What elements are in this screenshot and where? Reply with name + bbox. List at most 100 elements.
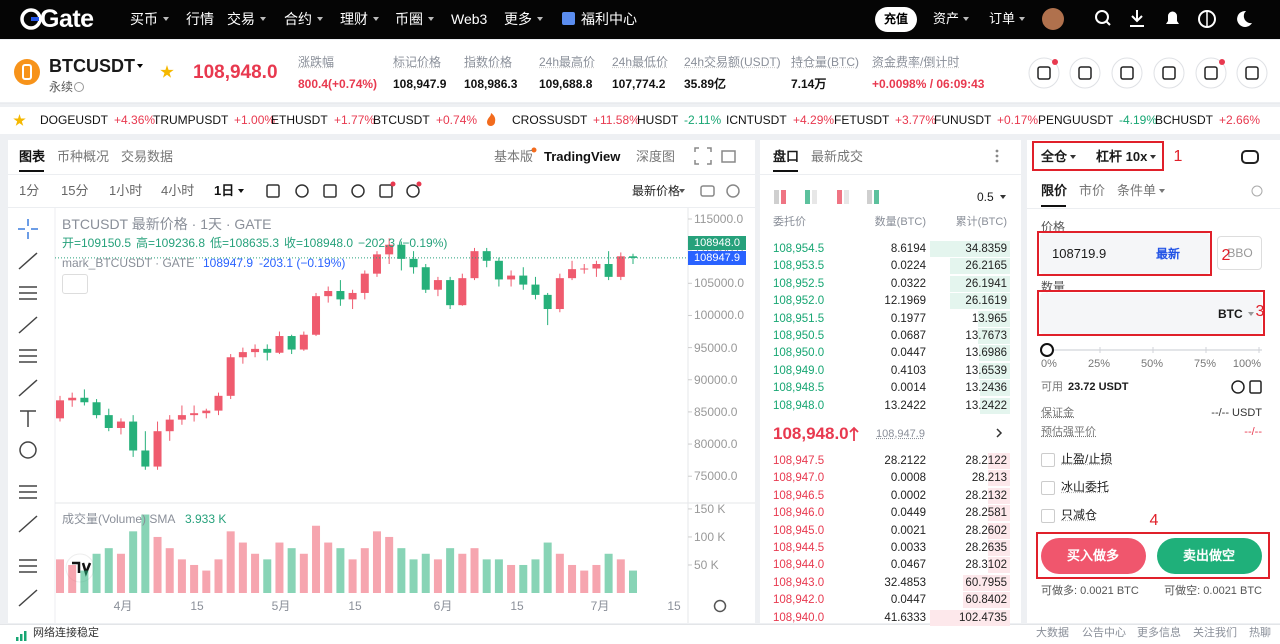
ob-price[interactable]: 108,940.0 bbox=[773, 611, 825, 624]
ob-total: 28.213 bbox=[971, 472, 1007, 485]
candle-body bbox=[165, 419, 174, 432]
marquee-symbol[interactable]: ICNTUSDT bbox=[726, 113, 787, 127]
bbo-btn[interactable] bbox=[1217, 236, 1262, 270]
candle-body bbox=[555, 278, 564, 310]
ob-step[interactable]: 0.5 bbox=[977, 190, 994, 204]
marquee-symbol[interactable]: DOGEUSDT bbox=[40, 113, 109, 127]
chart-tab[interactable]: 交易数据 bbox=[121, 149, 174, 164]
nav-item[interactable]: 福利中心 bbox=[581, 11, 637, 27]
ob-price[interactable]: 108,945.0 bbox=[773, 524, 825, 537]
checkbox[interactable] bbox=[1041, 509, 1055, 523]
collapse-btn[interactable] bbox=[62, 274, 88, 294]
footer-link[interactable]: 更多信息 bbox=[1137, 627, 1181, 639]
interval[interactable]: 1日 bbox=[214, 183, 235, 198]
checkbox[interactable] bbox=[1041, 481, 1055, 495]
nav-item[interactable]: 买币 bbox=[130, 11, 158, 27]
symbol[interactable]: BTCUSDT bbox=[49, 56, 135, 76]
sell-btn[interactable] bbox=[1157, 538, 1262, 574]
ob-price[interactable]: 108,949.0 bbox=[773, 364, 825, 377]
orders[interactable]: 订单 bbox=[989, 11, 1016, 26]
checkbox[interactable] bbox=[1041, 453, 1055, 467]
ob-price[interactable]: 108,944.5 bbox=[773, 542, 825, 554]
footer-link[interactable]: 热聊 bbox=[1249, 627, 1271, 639]
ob-price[interactable]: 108,948.5 bbox=[773, 382, 825, 395]
interval[interactable]: 4小时 bbox=[161, 183, 195, 198]
ob-total: 26.1941 bbox=[965, 277, 1007, 290]
marquee-symbol[interactable]: BTCUSDT bbox=[373, 113, 430, 127]
ob-price[interactable]: 108,948.0 bbox=[773, 399, 825, 412]
ob-price[interactable]: 108,946.5 bbox=[773, 489, 825, 502]
chart-view[interactable]: 基本版 bbox=[494, 149, 534, 164]
annotation-number: 3 bbox=[1255, 303, 1265, 320]
order-type[interactable]: 市价 bbox=[1079, 183, 1106, 198]
ob-price[interactable]: 108,950.0 bbox=[773, 347, 825, 360]
ob-price[interactable]: 108,946.0 bbox=[773, 507, 825, 520]
ob-price[interactable]: 108,943.0 bbox=[773, 576, 825, 589]
candle-body bbox=[92, 402, 101, 416]
volume-bar bbox=[177, 559, 186, 593]
marquee-symbol[interactable]: CROSSUSDT bbox=[512, 113, 588, 127]
interval[interactable]: 1分 bbox=[19, 183, 40, 198]
marquee-symbol[interactable]: HUSDT bbox=[637, 113, 679, 127]
nav-item[interactable]: 合约 bbox=[284, 11, 312, 27]
deposit-btn[interactable] bbox=[875, 7, 917, 32]
ob-price[interactable]: 108,954.5 bbox=[773, 243, 825, 255]
marquee-symbol[interactable]: ETHUSDT bbox=[271, 113, 328, 127]
depth-bar bbox=[978, 362, 1010, 379]
marquee-change: +0.74% bbox=[436, 113, 478, 127]
volume-bar bbox=[372, 531, 381, 593]
marquee-symbol[interactable]: FUNUSDT bbox=[934, 113, 992, 127]
nav-item[interactable]: 理财 bbox=[340, 11, 368, 27]
nav-item[interactable]: Web3 bbox=[451, 11, 488, 27]
ob-price[interactable]: 108,951.5 bbox=[773, 312, 825, 325]
leverage[interactable]: 杠杆 10x bbox=[1096, 149, 1148, 164]
order-type[interactable]: 条件单 bbox=[1117, 183, 1157, 198]
margin-mode[interactable]: 全仓 bbox=[1041, 149, 1068, 164]
buy-btn[interactable] bbox=[1041, 538, 1146, 574]
ob-price[interactable]: 108,947.5 bbox=[773, 455, 825, 467]
nav-item[interactable]: 更多 bbox=[504, 11, 532, 27]
chart-tab[interactable]: 图表 bbox=[19, 149, 46, 164]
interval[interactable]: 1小时 bbox=[109, 183, 143, 198]
x-tick-label: 5月 bbox=[271, 599, 291, 613]
marquee-symbol[interactable]: TRUMPUSDT bbox=[153, 113, 229, 127]
ob-tab[interactable]: 盘口 bbox=[773, 149, 800, 164]
ob-price[interactable]: 108,950.5 bbox=[773, 330, 825, 342]
qty-input[interactable] bbox=[1040, 293, 1262, 334]
ob-qty: 0.0449 bbox=[890, 507, 926, 520]
volume-bar bbox=[312, 525, 321, 593]
nav-item[interactable]: 行情 bbox=[186, 11, 214, 27]
ob-price[interactable]: 108,953.5 bbox=[773, 260, 825, 273]
chart-view[interactable]: TradingView bbox=[544, 149, 621, 164]
ob-price[interactable]: 108,952.5 bbox=[773, 277, 825, 290]
ob-price[interactable]: 108,952.0 bbox=[773, 295, 825, 308]
ob-price[interactable]: 108,944.0 bbox=[773, 559, 825, 572]
marquee-symbol[interactable]: BCHUSDT bbox=[1155, 113, 1214, 127]
marquee-symbol[interactable]: PENGUUSDT bbox=[1038, 113, 1114, 127]
nav-item[interactable]: 交易 bbox=[227, 11, 255, 27]
price-input[interactable] bbox=[1040, 233, 1210, 274]
interval[interactable]: 15分 bbox=[61, 183, 89, 198]
ob-tab[interactable]: 最新成交 bbox=[811, 149, 864, 164]
stat-value: 800.4(+0.74%) bbox=[298, 77, 378, 91]
ob-price[interactable]: 108,942.0 bbox=[773, 594, 825, 607]
option-label: 止盈/止损 bbox=[1061, 452, 1113, 466]
stat-value: 109,688.8 bbox=[539, 77, 593, 91]
ob-price[interactable]: 108,947.0 bbox=[773, 472, 825, 485]
chart-tab[interactable]: 币种概况 bbox=[57, 149, 110, 164]
stat-label: 24h交易额(USDT) bbox=[684, 55, 781, 69]
footer-link[interactable]: 关注我们 bbox=[1193, 627, 1237, 639]
price-latest[interactable]: 最新 bbox=[1156, 247, 1181, 261]
price-type[interactable]: 最新价格 bbox=[632, 184, 681, 198]
assets[interactable]: 资产 bbox=[933, 11, 960, 26]
footer-link[interactable]: 大数据 bbox=[1036, 627, 1069, 639]
footer-link[interactable]: 公告中心 bbox=[1082, 627, 1126, 639]
marquee-symbol[interactable]: FETUSDT bbox=[834, 113, 890, 127]
chart-view[interactable]: 深度图 bbox=[636, 149, 676, 164]
ob-qty: 12.1969 bbox=[884, 295, 926, 308]
candle-body bbox=[287, 336, 296, 350]
nav-item[interactable]: 币圈 bbox=[395, 11, 423, 27]
ob-qty: 0.0322 bbox=[890, 277, 926, 290]
order-type[interactable]: 限价 bbox=[1041, 183, 1068, 198]
ob-total: 28.3102 bbox=[965, 559, 1007, 572]
